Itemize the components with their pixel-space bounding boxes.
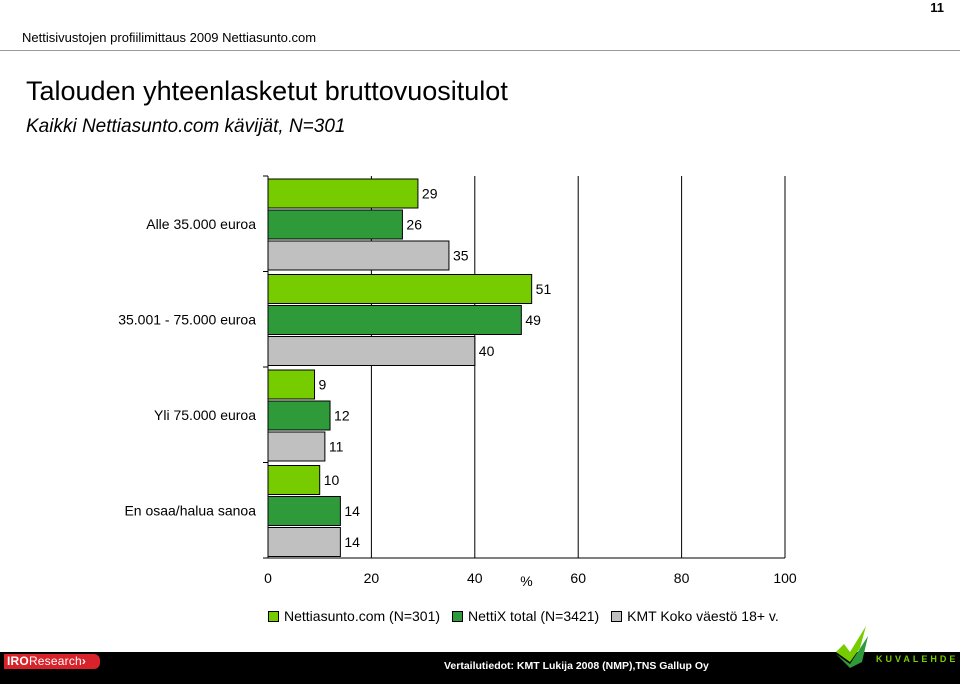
data-label: 51 — [536, 281, 552, 297]
bar — [267, 305, 522, 335]
x-tick-label: 20 — [364, 570, 380, 586]
data-label: 26 — [406, 217, 422, 233]
bar — [267, 274, 533, 304]
legend-item: NettiX total (N=3421) — [452, 608, 599, 624]
legend-item: KMT Koko väestö 18+ v. — [611, 608, 779, 624]
chart-subtitle: Kaikki Nettiasunto.com kävijät, N=301 — [26, 116, 346, 137]
header-divider — [0, 50, 960, 51]
data-label: 29 — [422, 186, 438, 202]
data-label: 9 — [319, 377, 327, 393]
logo-text-kuvalehdet: KUVALEHDET — [876, 654, 956, 664]
data-label: 14 — [344, 503, 360, 519]
legend-swatch — [611, 610, 623, 622]
logo-text-yhtyneet: YHTYNEET — [874, 633, 954, 650]
data-label: 14 — [344, 534, 360, 550]
x-axis-label: % — [520, 573, 532, 589]
chart-legend: Nettiasunto.com (N=301) NettiX total (N=3… — [268, 608, 779, 624]
x-tick-label: 80 — [674, 570, 690, 586]
category-label: Yli 75.000 euroa — [154, 407, 256, 423]
chart-title: Talouden yhteenlasketut bruttovuositulot — [26, 76, 508, 106]
data-label: 10 — [324, 472, 340, 488]
bar — [267, 240, 450, 271]
data-label: 49 — [525, 312, 541, 328]
bar — [267, 369, 316, 400]
data-label: 40 — [479, 343, 495, 359]
bar — [267, 178, 419, 209]
category-label: Alle 35.000 euroa — [146, 216, 256, 232]
x-tick-label: 100 — [773, 570, 797, 586]
yhtyneet-kuvalehdet-logo: YHTYNEET KUVALEHDET — [836, 626, 956, 668]
x-tick-label: 60 — [570, 570, 586, 586]
header-text: Nettisivustojen profiilimittaus 2009 Net… — [22, 30, 317, 45]
data-label: 12 — [334, 408, 350, 424]
x-tick-label: 0 — [264, 570, 272, 586]
bar — [267, 527, 341, 557]
legend-swatch — [268, 610, 279, 622]
data-label: 35 — [453, 248, 469, 264]
x-tick-label: 40 — [467, 570, 483, 586]
source-note: Vertailutiedot: KMT Lukija 2008 (NMP),TN… — [444, 660, 709, 672]
bar — [267, 336, 476, 366]
bar — [267, 400, 331, 431]
legend-swatch — [452, 610, 464, 622]
category-label: En osaa/halua sanoa — [124, 502, 256, 518]
iro-research-logo: IROResearch› — [4, 654, 100, 669]
legend-label: KMT Koko väestö 18+ v. — [627, 608, 779, 624]
page-number: 11 — [930, 0, 944, 15]
footer-bar — [0, 652, 960, 684]
legend-item: Nettiasunto.com (N=301) — [268, 608, 440, 624]
legend-label: Nettiasunto.com (N=301) — [284, 608, 441, 624]
bar — [267, 431, 326, 462]
legend-label: NettiX total (N=3421) — [468, 608, 600, 624]
bar — [267, 209, 403, 240]
bar — [267, 465, 321, 495]
bar — [267, 496, 341, 526]
data-label: 11 — [329, 439, 344, 455]
category-label: 35.001 - 75.000 euroa — [118, 311, 256, 327]
